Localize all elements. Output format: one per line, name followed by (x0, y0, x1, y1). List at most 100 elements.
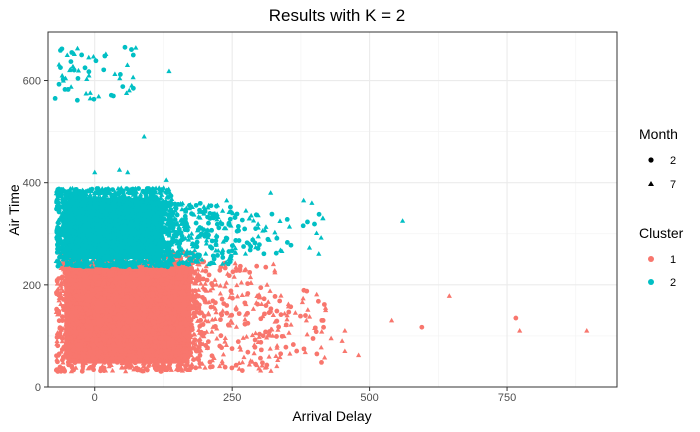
cluster-1-point (202, 365, 208, 370)
cluster-1-point (206, 272, 212, 278)
cluster-1-point (70, 347, 76, 353)
cluster-1-point (178, 306, 183, 312)
cluster-1-point (159, 324, 165, 329)
legend-cluster-1-symbol (648, 256, 654, 262)
cluster-2-point (223, 235, 229, 241)
cluster-1-point (223, 280, 230, 285)
cluster-2-point (188, 235, 194, 240)
cluster-1-point (196, 261, 202, 267)
cluster-2-outlier-point (224, 197, 230, 203)
cluster-1-point (113, 308, 119, 314)
cluster-1-point (79, 337, 85, 343)
cluster-1-point (125, 333, 131, 339)
cluster-1-point (136, 290, 142, 296)
cluster-1-point (236, 366, 242, 371)
cluster-1-point (82, 270, 88, 276)
cluster-1-point (126, 275, 132, 281)
cluster-1-point (138, 354, 144, 359)
cluster-2-point (193, 202, 199, 208)
cluster-1-point (105, 281, 112, 286)
cluster-2-point (130, 52, 136, 58)
cluster-2-point (60, 231, 66, 237)
cluster-1-point (214, 325, 220, 331)
cluster-1-point (58, 279, 65, 285)
cluster-1-point (94, 345, 100, 351)
cluster-1-point (106, 288, 113, 294)
cluster-2-point (100, 260, 106, 266)
cluster-1-point (137, 339, 143, 345)
cluster-1-point (146, 281, 152, 287)
cluster-1-point (226, 273, 232, 279)
cluster-2-point (55, 248, 61, 253)
cluster-1-point (125, 270, 130, 276)
cluster-1-point (152, 365, 158, 371)
cluster-1-point (68, 277, 74, 283)
cluster-1-point (95, 332, 102, 338)
cluster-1-point (264, 334, 270, 340)
cluster-1-point (142, 329, 148, 335)
cluster-1-point (233, 324, 240, 329)
cluster-2-point (146, 228, 152, 234)
cluster-1-point (162, 345, 167, 350)
cluster-2-point (147, 253, 152, 259)
cluster-2-point (102, 244, 108, 250)
cluster-2-point (220, 239, 226, 244)
cluster-2-point (121, 198, 127, 204)
cluster-1-point (224, 310, 230, 316)
cluster-2-point (162, 240, 168, 245)
cluster-2-point (148, 196, 154, 201)
cluster-1-point (121, 324, 127, 330)
cluster-1-point (264, 282, 270, 287)
cluster-2-point (179, 247, 185, 252)
cluster-1-point (319, 317, 325, 323)
cluster-1-point (163, 354, 168, 360)
cluster-2-point (142, 217, 148, 223)
cluster-2-point (117, 252, 123, 257)
cluster-1-point (188, 346, 194, 351)
cluster-1-point (67, 293, 73, 298)
cluster-1-point (154, 353, 160, 359)
cluster-2-point (197, 215, 203, 220)
cluster-1-point (179, 367, 186, 373)
cluster-2-point (250, 217, 257, 223)
cluster-1-point (176, 349, 182, 354)
cluster-1-point (74, 300, 80, 306)
cluster-1-point (123, 288, 129, 293)
cluster-1-point (288, 304, 294, 310)
cluster-2-point (102, 210, 108, 215)
cluster-1-point (116, 270, 122, 275)
cluster-2-point (182, 208, 189, 214)
cluster-1-point (252, 337, 258, 343)
cluster-1-point (155, 310, 161, 316)
cluster-1-point (153, 339, 159, 345)
cluster-1-point (168, 324, 174, 330)
cluster-1-point (182, 353, 188, 359)
cluster-1-point (283, 322, 289, 328)
cluster-2-point (213, 232, 219, 238)
cluster-2-point (109, 247, 115, 253)
cluster-1-point (272, 267, 278, 273)
cluster-1-point (133, 315, 139, 321)
cluster-1-point (187, 286, 193, 291)
cluster-1-point (74, 342, 80, 348)
cluster-2-point (69, 237, 75, 243)
cluster-2-point (176, 224, 182, 229)
cluster-1-point (123, 368, 129, 374)
cluster-1-point (237, 268, 243, 273)
cluster-1-point (238, 347, 244, 352)
cluster-2-point (86, 69, 92, 75)
cluster-1-point (197, 363, 203, 369)
cluster-2-point (65, 191, 71, 197)
cluster-1-point (173, 293, 178, 299)
cluster-2-point (208, 227, 214, 233)
cluster-1-point (193, 309, 199, 314)
cluster-2-point (111, 239, 117, 245)
cluster-1-point (222, 364, 228, 370)
cluster-2-point (141, 202, 147, 208)
cluster-1-point (209, 329, 215, 334)
cluster-1-point (231, 274, 237, 279)
y-tick-label: 200 (23, 280, 41, 292)
cluster-2-point (151, 212, 158, 218)
cluster-1-point (86, 345, 93, 350)
cluster-1-point (117, 323, 123, 329)
